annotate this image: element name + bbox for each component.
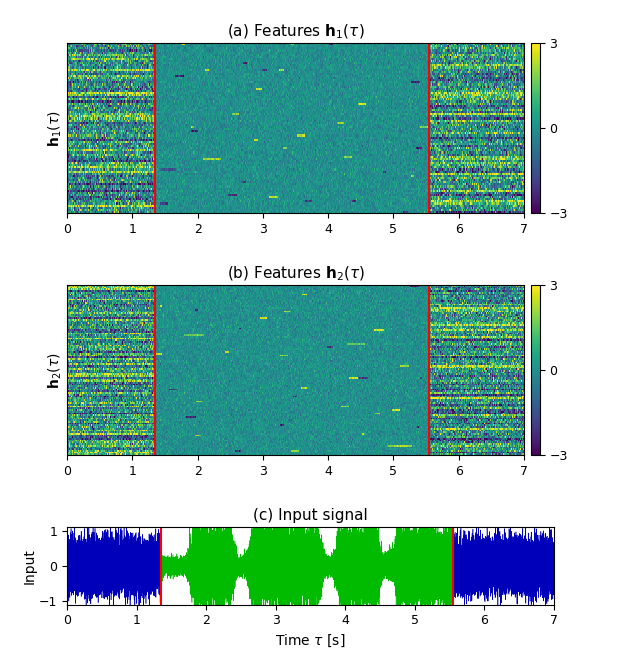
Y-axis label: $\mathbf{h}_1(\tau)$: $\mathbf{h}_1(\tau)$ xyxy=(47,110,65,146)
Title: (c) Input signal: (c) Input signal xyxy=(253,508,368,524)
Y-axis label: Input: Input xyxy=(22,548,36,584)
Title: (b) Features $\mathbf{h}_2(\tau)$: (b) Features $\mathbf{h}_2(\tau)$ xyxy=(227,265,365,283)
Title: (a) Features $\mathbf{h}_1(\tau)$: (a) Features $\mathbf{h}_1(\tau)$ xyxy=(227,23,364,41)
X-axis label: Time $\tau$ [s]: Time $\tau$ [s] xyxy=(275,633,346,649)
Y-axis label: $\mathbf{h}_2(\tau)$: $\mathbf{h}_2(\tau)$ xyxy=(47,352,65,389)
